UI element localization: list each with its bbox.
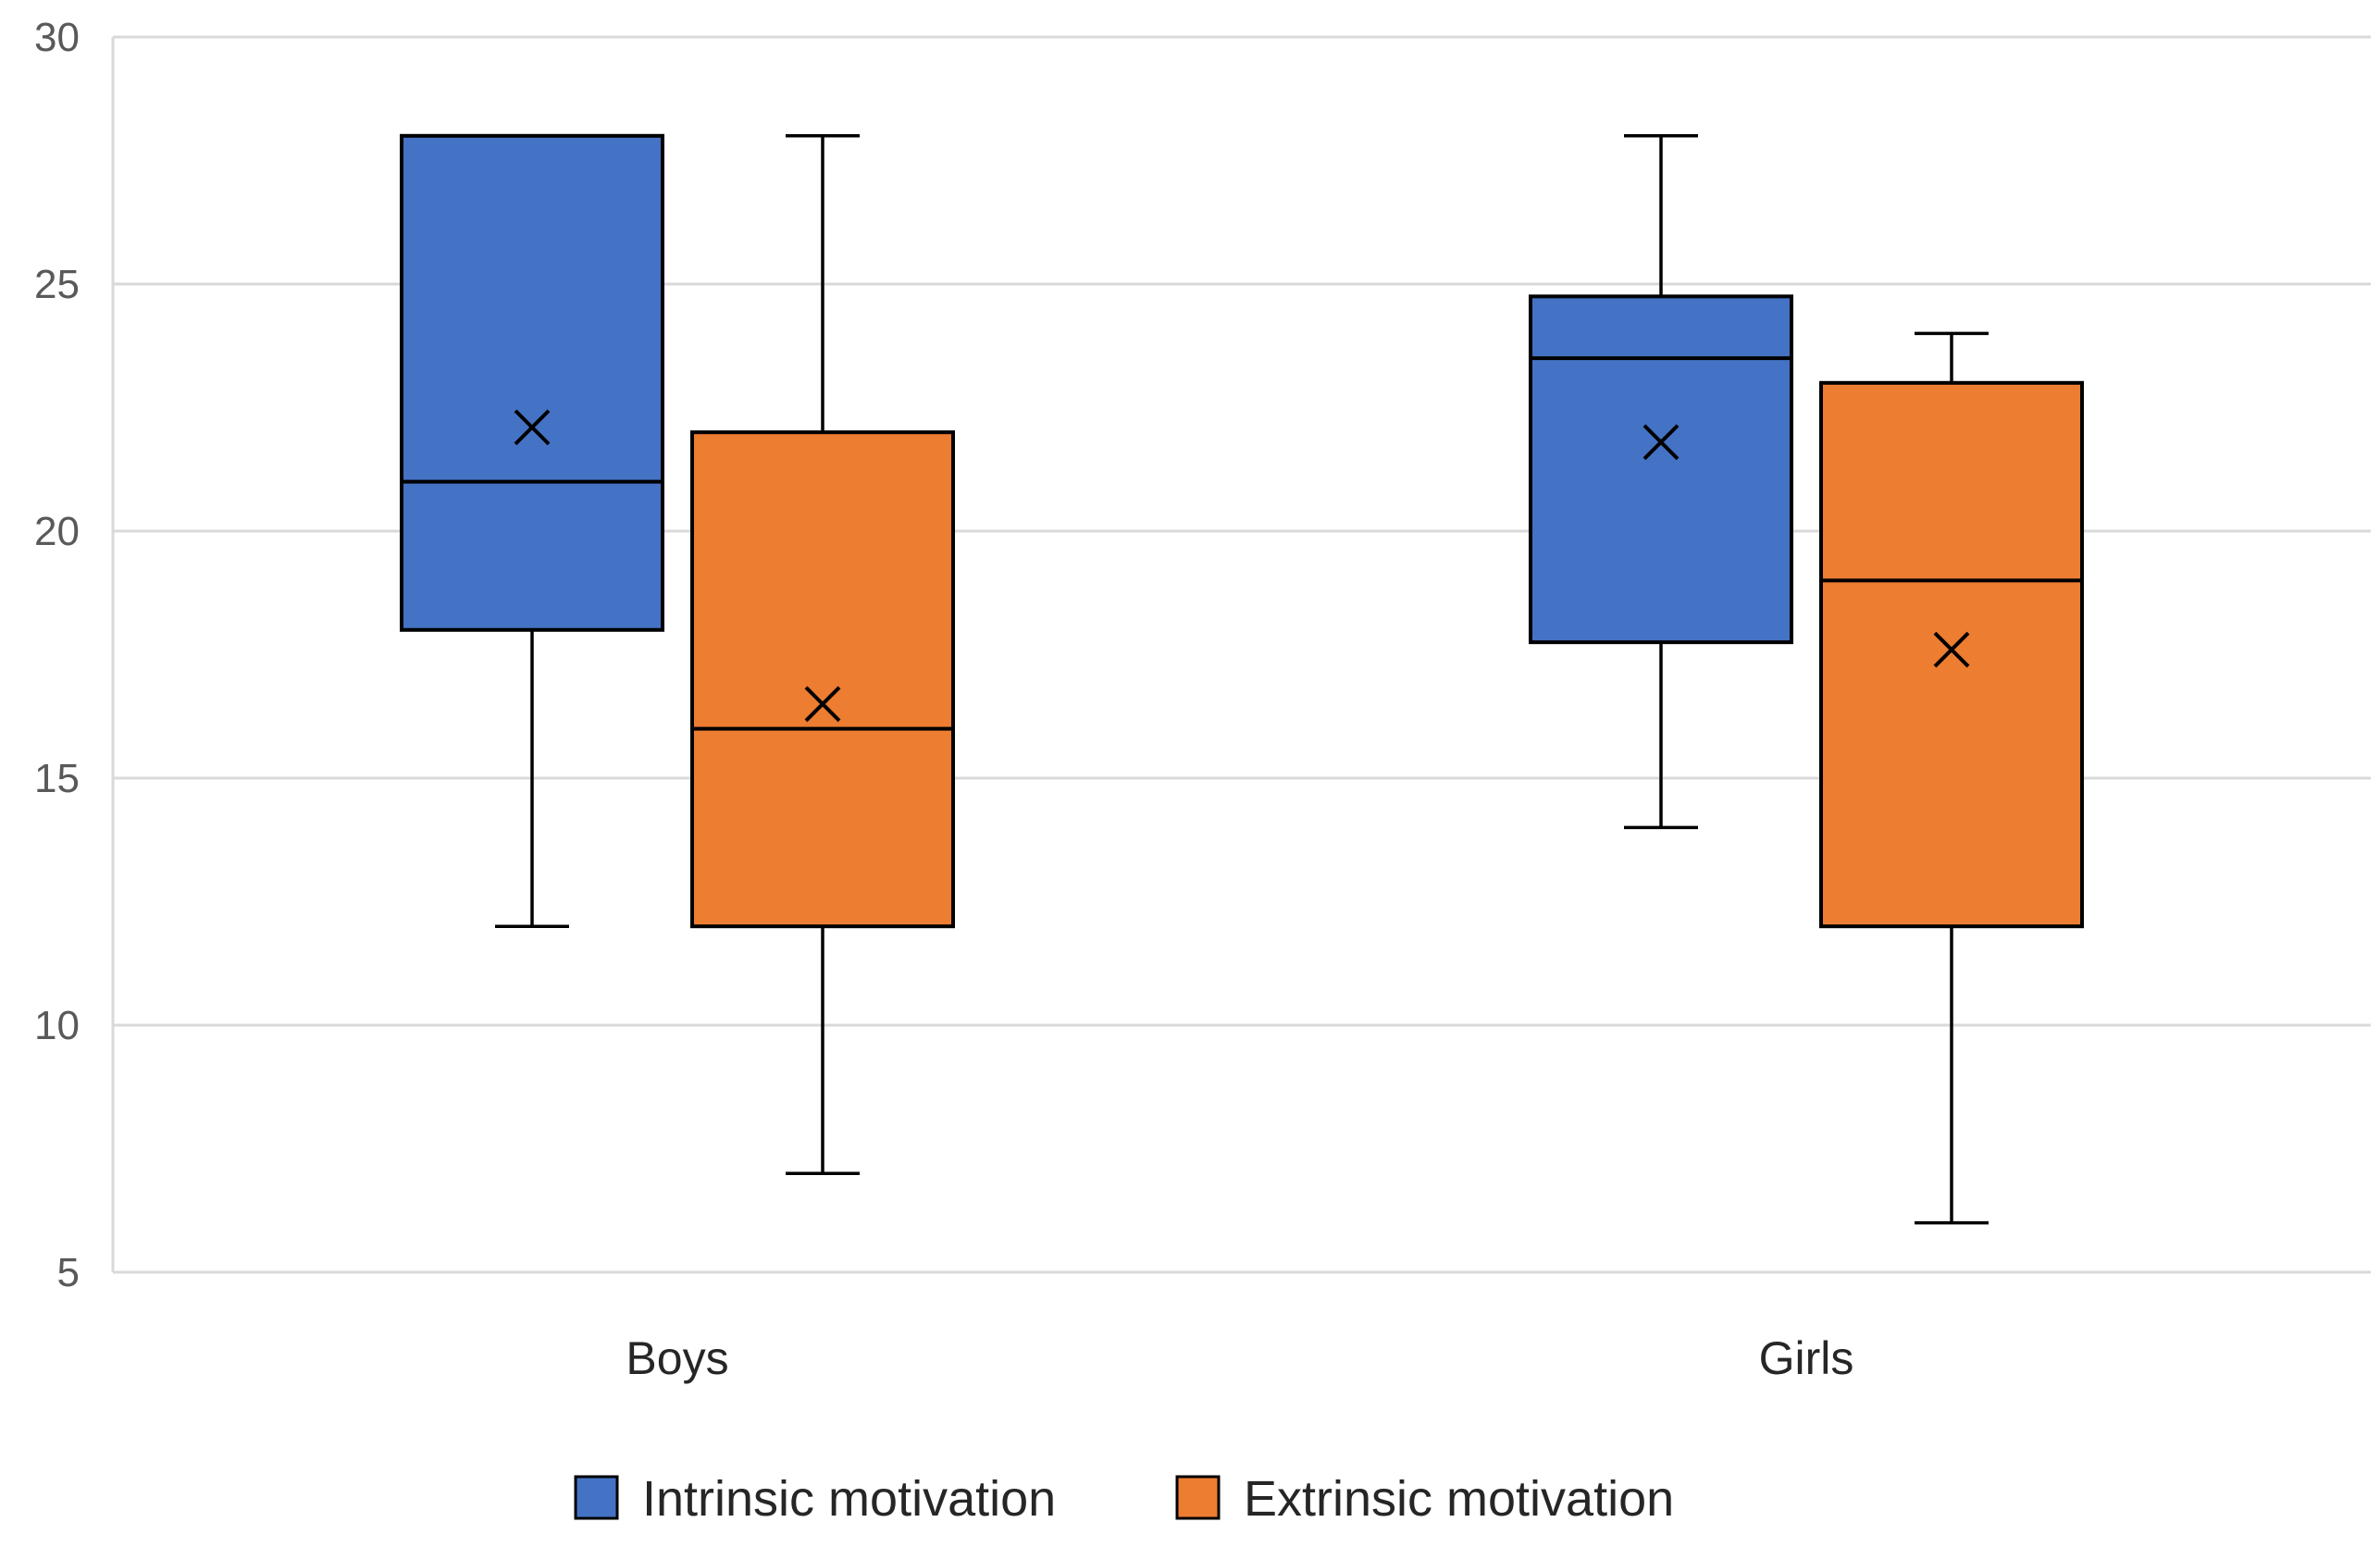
y-tick-label-5: 5 bbox=[57, 1250, 80, 1295]
mean-marker bbox=[804, 686, 841, 723]
iqr-box bbox=[1819, 380, 2084, 929]
legend-swatch-extrinsic bbox=[1175, 1475, 1221, 1520]
y-tick-label-10: 10 bbox=[34, 1003, 80, 1048]
box-extrinsic-boys bbox=[690, 134, 955, 1175]
mean-marker bbox=[1933, 631, 1970, 668]
box-intrinsic-girls bbox=[1529, 134, 1793, 830]
x-category-label-girls: Girls bbox=[1759, 1332, 1854, 1384]
y-tick-label-30: 30 bbox=[34, 15, 80, 60]
iqr-box bbox=[400, 133, 664, 632]
mean-marker-stroke bbox=[1642, 424, 1680, 461]
mean-marker bbox=[1642, 424, 1680, 461]
y-tick-label-25: 25 bbox=[34, 262, 80, 307]
iqr-box bbox=[1529, 294, 1793, 645]
legend: Intrinsic motivation Extrinsic motivation bbox=[574, 1471, 1674, 1527]
iqr-box bbox=[690, 430, 955, 929]
y-tick-label-15: 15 bbox=[34, 756, 80, 801]
y-tick-label-20: 20 bbox=[34, 509, 80, 554]
x-category-label-boys: Boys bbox=[626, 1332, 728, 1384]
box-extrinsic-girls bbox=[1819, 331, 2084, 1225]
mean-marker-stroke bbox=[804, 686, 841, 723]
mean-marker-stroke bbox=[514, 409, 551, 446]
mean-marker bbox=[514, 409, 551, 446]
x-axis-categories: Boys Girls bbox=[626, 1332, 1853, 1384]
legend-item-extrinsic: Extrinsic motivation bbox=[1175, 1471, 1674, 1527]
mean-marker-stroke bbox=[1933, 631, 1970, 668]
legend-label-extrinsic: Extrinsic motivation bbox=[1244, 1471, 1674, 1527]
legend-label-intrinsic: Intrinsic motivation bbox=[642, 1471, 1056, 1527]
legend-item-intrinsic: Intrinsic motivation bbox=[574, 1471, 1056, 1527]
boxes bbox=[400, 133, 2084, 1225]
box-intrinsic-boys bbox=[400, 133, 664, 928]
legend-swatch-intrinsic bbox=[574, 1475, 619, 1520]
y-axis: 5 10 15 20 25 30 bbox=[34, 15, 115, 1295]
